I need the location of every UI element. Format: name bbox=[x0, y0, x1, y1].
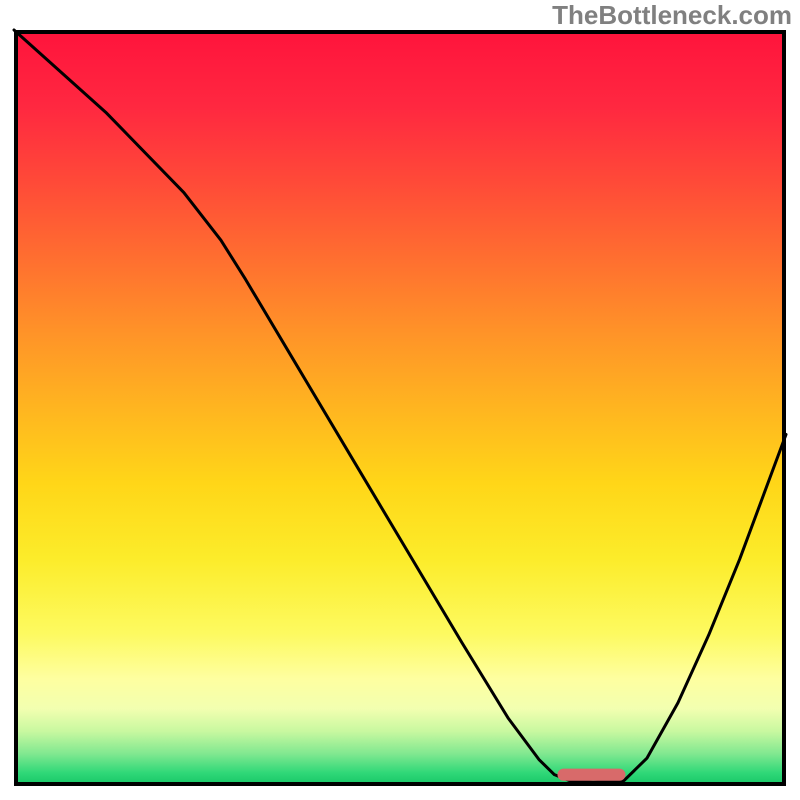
watermark-text: TheBottleneck.com bbox=[552, 0, 792, 31]
bottleneck-chart bbox=[0, 0, 800, 800]
optimal-marker bbox=[557, 769, 625, 781]
chart-container: TheBottleneck.com bbox=[0, 0, 800, 800]
chart-background bbox=[16, 32, 784, 784]
